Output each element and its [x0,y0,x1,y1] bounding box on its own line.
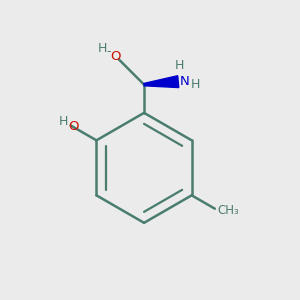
Text: O: O [111,50,121,63]
Text: N: N [180,75,190,88]
Text: CH₃: CH₃ [217,204,239,217]
Text: H: H [191,78,200,91]
Text: H: H [175,59,184,72]
Text: H: H [98,43,107,56]
Text: -: - [107,45,111,58]
Polygon shape [144,76,179,88]
Text: O: O [68,121,79,134]
Text: H: H [58,116,68,128]
